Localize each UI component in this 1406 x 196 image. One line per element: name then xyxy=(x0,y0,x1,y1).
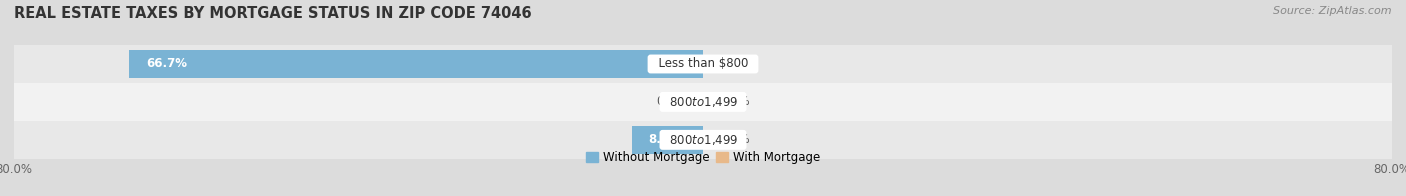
Text: 66.7%: 66.7% xyxy=(146,57,187,71)
Text: Source: ZipAtlas.com: Source: ZipAtlas.com xyxy=(1274,6,1392,16)
Text: 0.0%: 0.0% xyxy=(657,95,686,108)
Bar xyxy=(631,126,703,153)
Text: 0.0%: 0.0% xyxy=(720,57,749,71)
Text: $800 to $1,499: $800 to $1,499 xyxy=(662,133,744,147)
Text: REAL ESTATE TAXES BY MORTGAGE STATUS IN ZIP CODE 74046: REAL ESTATE TAXES BY MORTGAGE STATUS IN … xyxy=(14,6,531,21)
Text: $800 to $1,499: $800 to $1,499 xyxy=(662,95,744,109)
Bar xyxy=(14,83,1392,121)
Legend: Without Mortgage, With Mortgage: Without Mortgage, With Mortgage xyxy=(581,146,825,169)
Text: 0.0%: 0.0% xyxy=(720,133,749,146)
Text: Less than $800: Less than $800 xyxy=(651,57,755,71)
Bar xyxy=(128,50,703,78)
Text: 8.3%: 8.3% xyxy=(648,133,682,146)
Bar xyxy=(14,45,1392,83)
Bar xyxy=(14,121,1392,159)
Text: 0.0%: 0.0% xyxy=(720,95,749,108)
